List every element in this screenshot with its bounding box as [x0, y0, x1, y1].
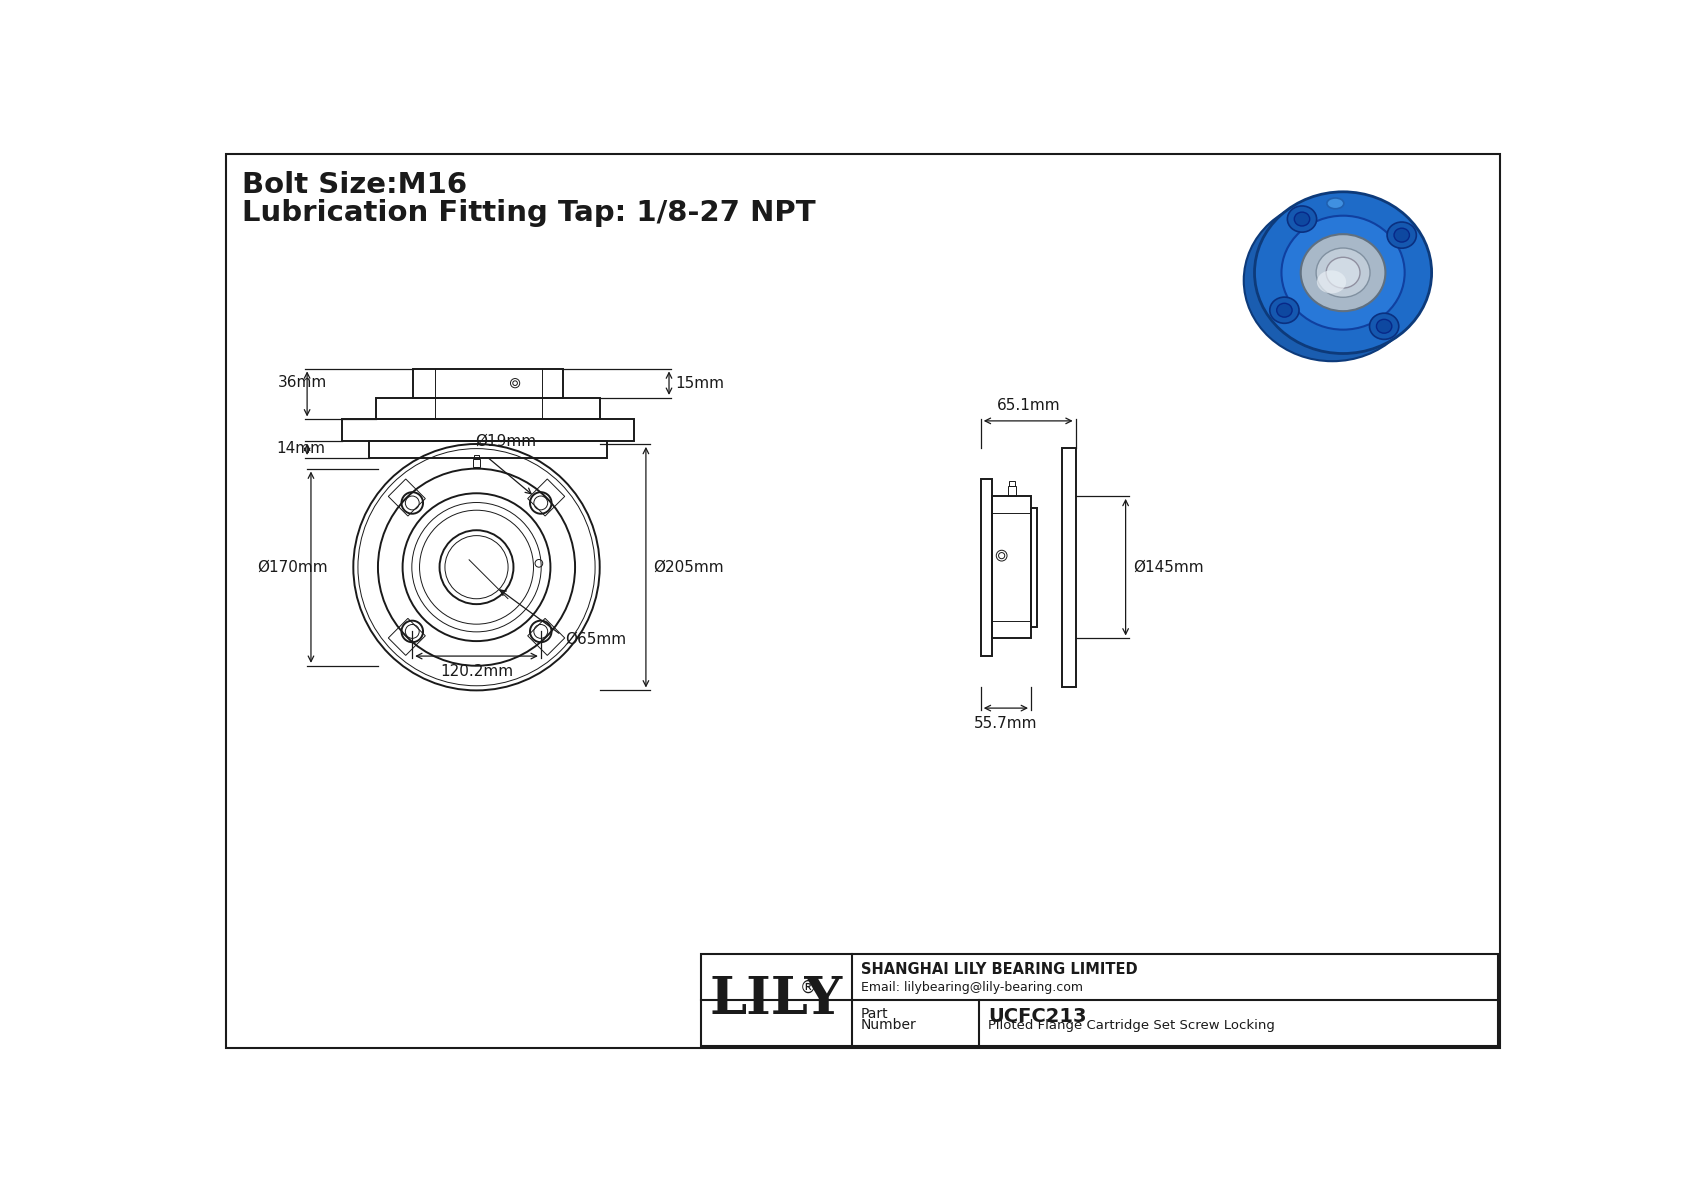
Bar [1031, 507, 1037, 626]
Text: Part: Part [861, 1006, 889, 1021]
Text: Piloted Flange Cartridge Set Screw Locking: Piloted Flange Cartridge Set Screw Locki… [989, 1019, 1275, 1033]
Bar [980, 479, 992, 656]
Ellipse shape [1300, 235, 1386, 311]
Text: 120.2mm: 120.2mm [440, 663, 514, 679]
Ellipse shape [1255, 192, 1431, 354]
Ellipse shape [1325, 257, 1361, 288]
Bar [377, 398, 600, 419]
Ellipse shape [1273, 226, 1393, 335]
Bar [1007, 486, 1015, 495]
Text: 55.7mm: 55.7mm [973, 716, 1037, 731]
Ellipse shape [1369, 313, 1399, 339]
Text: Ø65mm: Ø65mm [566, 631, 626, 647]
Text: Bolt Size:M16: Bolt Size:M16 [242, 170, 466, 199]
Bar [1009, 480, 1015, 486]
Ellipse shape [1276, 304, 1292, 317]
Ellipse shape [1394, 229, 1410, 242]
Bar [369, 441, 608, 457]
Text: 14mm: 14mm [276, 442, 325, 456]
Text: Number: Number [861, 1017, 916, 1031]
Text: Ø205mm: Ø205mm [653, 560, 724, 575]
Text: 65.1mm: 65.1mm [997, 398, 1059, 413]
Ellipse shape [1317, 270, 1346, 293]
Text: ®: ® [800, 979, 815, 997]
Text: UCFC213: UCFC213 [989, 1006, 1086, 1025]
Ellipse shape [1282, 216, 1404, 330]
Ellipse shape [1295, 212, 1310, 226]
Bar [473, 460, 480, 467]
Ellipse shape [1376, 319, 1393, 333]
Text: Ø145mm: Ø145mm [1133, 560, 1204, 575]
Ellipse shape [1287, 206, 1317, 232]
Bar [413, 368, 562, 398]
Text: Lubrication Fitting Tap: 1/8-27 NPT: Lubrication Fitting Tap: 1/8-27 NPT [242, 199, 815, 227]
Text: SHANGHAI LILY BEARING LIMITED: SHANGHAI LILY BEARING LIMITED [861, 962, 1137, 977]
Bar [342, 419, 635, 441]
Text: 36mm: 36mm [278, 375, 327, 391]
Text: Ø19mm: Ø19mm [475, 434, 537, 449]
Text: LILY: LILY [709, 974, 842, 1025]
Bar [1061, 448, 1076, 686]
Ellipse shape [1244, 200, 1421, 361]
Bar [701, 954, 1499, 1046]
Ellipse shape [1270, 297, 1298, 323]
Text: Ø170mm: Ø170mm [258, 560, 328, 575]
Bar [992, 495, 1031, 638]
Bar [475, 455, 478, 460]
Ellipse shape [1388, 222, 1416, 248]
Text: Email: lilybearing@lily-bearing.com: Email: lilybearing@lily-bearing.com [861, 981, 1083, 994]
Ellipse shape [1327, 198, 1344, 208]
Ellipse shape [1317, 248, 1371, 298]
Text: 15mm: 15mm [675, 375, 724, 391]
